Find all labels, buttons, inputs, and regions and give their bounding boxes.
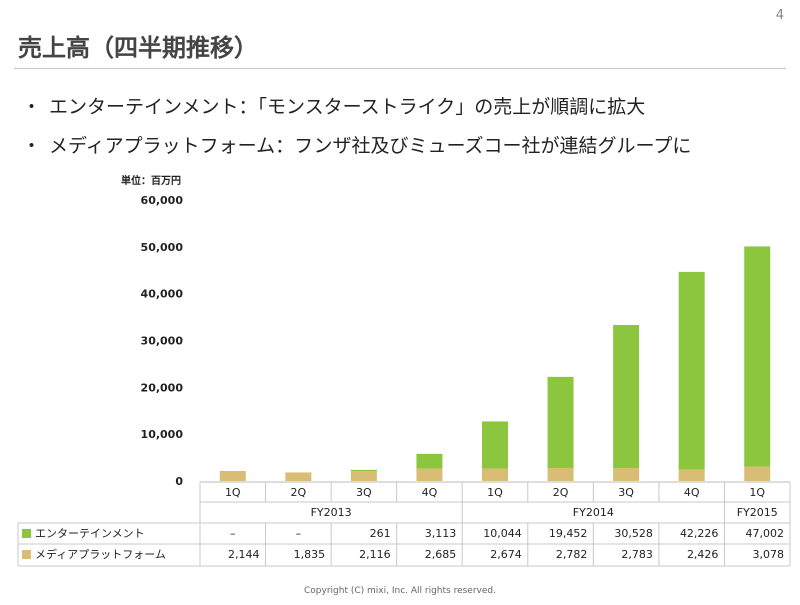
legend-label-entertainment: エンターテインメント	[35, 527, 145, 540]
bullet-mark: ・	[22, 96, 42, 118]
bar-entertainment	[416, 453, 443, 469]
bar-media-platform	[350, 471, 377, 481]
x-tick-label: 4Q	[684, 486, 700, 499]
data-label-entertainment: 3,113	[425, 527, 457, 540]
y-tick-label: 40,000	[141, 288, 184, 301]
data-label-entertainment: 30,528	[614, 527, 653, 540]
legend-swatch-media-platform	[22, 550, 31, 559]
bar-media-platform	[482, 468, 508, 481]
legend-label-media-platform: メディアプラットフォーム	[35, 547, 166, 561]
copyright: Copyright (C) mixi, Inc. All rights rese…	[304, 586, 496, 596]
bullet-text-media-platform: メディアプラットフォーム：フンザ社及びミューズコー社が連結グループに	[49, 135, 692, 157]
bullet-entertainment: ・エンターテインメント：「モンスターストライク」の売上が順調に拡大	[22, 92, 645, 119]
data-label-entertainment: 261	[370, 527, 391, 540]
y-tick-label: 0	[175, 475, 183, 488]
bar-media-platform	[678, 469, 705, 481]
fiscal-year-label: FY2013	[311, 506, 352, 519]
bullet-text-entertainment: エンターテインメント：「モンスターストライク」の売上が順調に拡大	[49, 96, 646, 118]
bar-media-platform	[416, 468, 443, 481]
bar-media-platform	[285, 472, 312, 481]
legend-swatch-entertainment	[22, 529, 31, 538]
page-number: 4	[775, 8, 784, 23]
data-label-media-platform: 2,782	[556, 548, 588, 561]
bar-entertainment	[350, 469, 377, 472]
data-label-entertainment: 19,452	[549, 527, 588, 540]
data-label-entertainment: 10,044	[483, 527, 522, 540]
unit-label: 単位：百万円	[121, 176, 181, 187]
bar-entertainment	[613, 324, 640, 468]
data-label-media-platform: 3,078	[753, 548, 785, 561]
fiscal-year-label: FY2014	[573, 506, 614, 519]
x-tick-label: 1Q	[749, 486, 765, 499]
y-tick-label: 60,000	[141, 194, 184, 207]
data-label-entertainment: 42,226	[680, 527, 719, 540]
bar-media-platform	[613, 467, 640, 481]
x-tick-label: 1Q	[487, 486, 503, 499]
bar-entertainment	[678, 271, 705, 470]
bullet-media-platform: ・メディアプラットフォーム：フンザ社及びミューズコー社が連結グループに	[22, 131, 691, 158]
data-label-entertainment: 47,002	[746, 527, 785, 540]
x-tick-label: 3Q	[618, 486, 634, 499]
data-label-media-platform: 2,674	[490, 548, 522, 561]
x-tick-label: 2Q	[553, 486, 569, 499]
bar-media-platform	[744, 466, 771, 481]
data-label-media-platform: 2,783	[621, 548, 653, 561]
x-tick-label: 3Q	[356, 486, 372, 499]
x-tick-label: 1Q	[225, 486, 241, 499]
slide-title: 売上高（四半期推移）	[18, 34, 258, 62]
bar-media-platform	[547, 467, 574, 481]
x-tick-label: 4Q	[422, 486, 438, 499]
bar-entertainment	[744, 246, 771, 467]
title-divider	[14, 68, 786, 69]
y-tick-label: 50,000	[141, 241, 184, 254]
data-label-entertainment: –	[296, 527, 302, 540]
bar-entertainment	[547, 376, 574, 468]
y-tick-label: 10,000	[141, 428, 184, 441]
bullet-mark: ・	[22, 135, 42, 157]
data-label-media-platform: 2,685	[425, 548, 457, 561]
data-label-media-platform: 2,144	[228, 548, 260, 561]
fiscal-year-label: FY2015	[737, 506, 778, 519]
y-tick-label: 20,000	[141, 381, 184, 394]
x-tick-label: 2Q	[290, 486, 306, 499]
data-label-media-platform: 1,835	[294, 548, 326, 561]
y-tick-label: 30,000	[141, 335, 184, 348]
data-label-media-platform: 2,426	[687, 548, 719, 561]
data-label-entertainment: –	[230, 527, 236, 540]
bar-media-platform	[219, 470, 246, 481]
bar-entertainment	[482, 421, 508, 469]
data-label-media-platform: 2,116	[359, 548, 391, 561]
